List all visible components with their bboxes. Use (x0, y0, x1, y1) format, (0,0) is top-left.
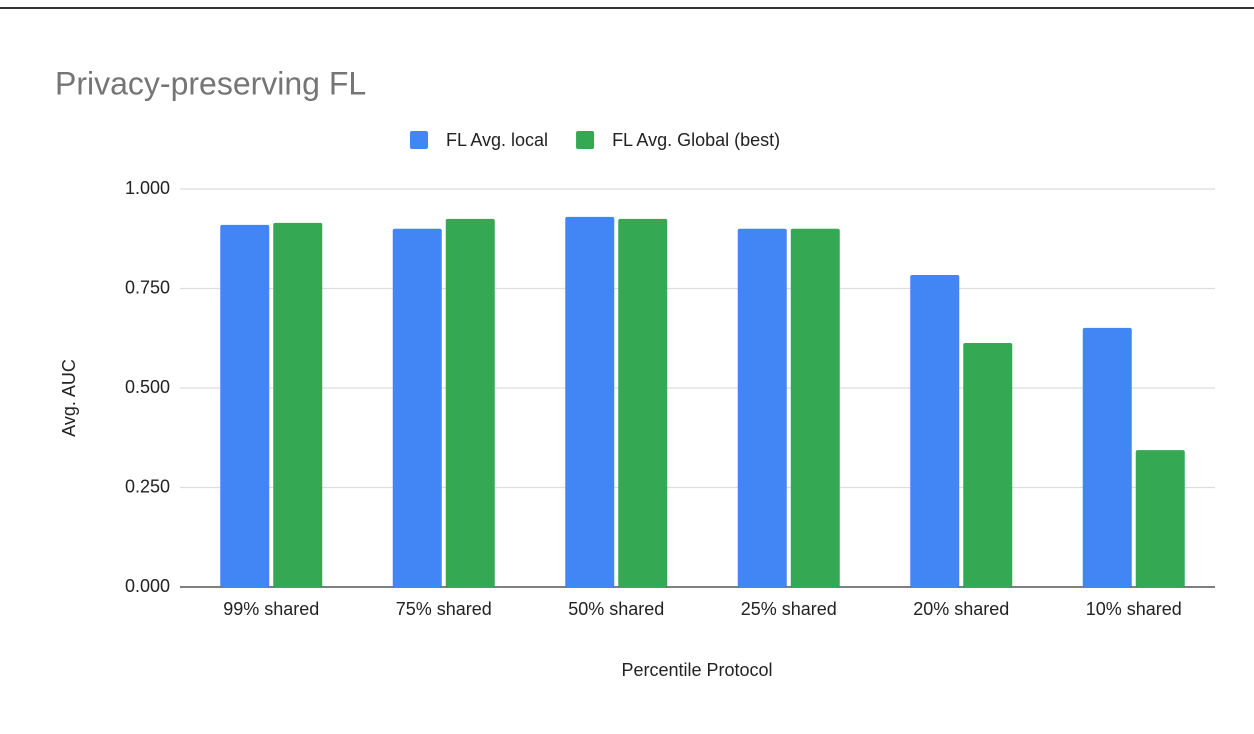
bar (220, 224, 270, 587)
x-tick-label: 75% shared (396, 599, 492, 619)
bar (445, 218, 495, 587)
bar (1135, 450, 1185, 587)
bar (1082, 327, 1132, 587)
x-tick-label: 50% shared (568, 599, 664, 619)
bar (790, 228, 840, 588)
y-tick-label: 0.250 (125, 476, 170, 496)
y-tick-label: 0.750 (125, 277, 170, 297)
bar (565, 216, 615, 588)
y-tick-label: 0.000 (125, 576, 170, 596)
bar (392, 228, 442, 588)
bar (963, 343, 1013, 587)
x-tick-label: 10% shared (1086, 599, 1182, 619)
y-axis-label: Avg. AUC (59, 359, 79, 437)
x-axis-label: Percentile Protocol (621, 660, 772, 680)
bar (910, 274, 960, 587)
legend-swatch (410, 131, 428, 149)
x-tick-label: 20% shared (913, 599, 1009, 619)
x-tick-label: 25% shared (741, 599, 837, 619)
legend-label: FL Avg. local (446, 130, 548, 150)
legend-swatch (576, 131, 595, 149)
bar (273, 222, 323, 587)
x-tick-label: 99% shared (223, 599, 319, 619)
legend-label: FL Avg. Global (best) (612, 130, 780, 150)
y-tick-label: 0.500 (125, 377, 170, 397)
chart-title: Privacy-preserving FL (55, 65, 366, 101)
bar (737, 228, 787, 588)
bar (618, 218, 668, 587)
y-tick-label: 1.000 (125, 178, 170, 198)
